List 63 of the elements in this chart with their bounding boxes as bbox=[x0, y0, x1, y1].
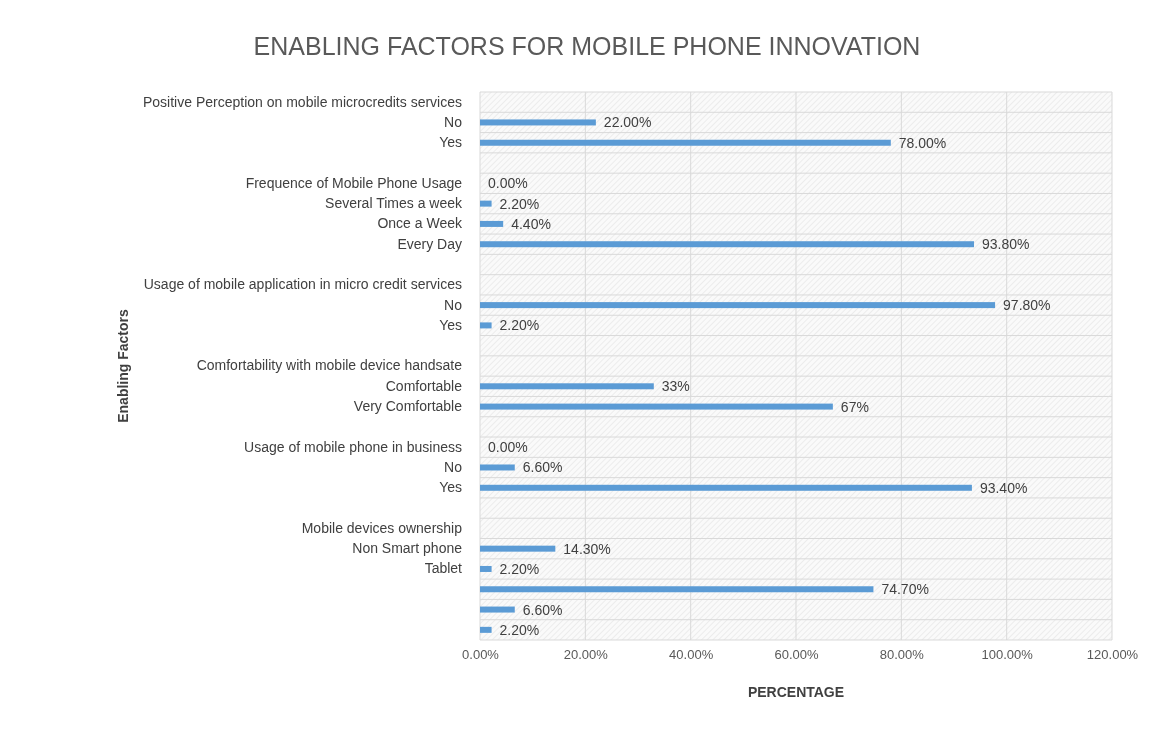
bar bbox=[480, 464, 515, 471]
bar bbox=[480, 606, 515, 613]
x-tick-label: 80.00% bbox=[879, 647, 925, 663]
y-tick-label: Usage of mobile phone in business bbox=[244, 438, 462, 455]
x-tick-label: 20.00% bbox=[563, 647, 609, 663]
bar bbox=[480, 545, 556, 552]
y-tick-label: No bbox=[444, 296, 463, 313]
y-tick-label: Once a Week bbox=[377, 215, 463, 232]
data-label: 2.20% bbox=[499, 560, 540, 577]
data-label: 6.60% bbox=[522, 459, 563, 476]
bar bbox=[480, 200, 492, 207]
bar bbox=[480, 484, 972, 491]
y-tick-label: Frequence of Mobile Phone Usage bbox=[245, 174, 463, 191]
y-tick-label: Tablet bbox=[424, 560, 463, 577]
data-label: 33% bbox=[661, 378, 690, 395]
data-label: 2.20% bbox=[499, 195, 540, 212]
bar bbox=[480, 322, 492, 329]
data-label: 22.00% bbox=[603, 114, 652, 131]
x-tick-label: 100.00% bbox=[981, 647, 1034, 663]
data-label: 67% bbox=[840, 398, 869, 415]
data-label: 0.00% bbox=[488, 439, 528, 456]
data-label: 2.20% bbox=[499, 317, 540, 334]
x-tick-label: 40.00% bbox=[669, 647, 714, 663]
bar bbox=[480, 626, 492, 633]
x-tick-label: 60.00% bbox=[774, 647, 819, 663]
data-label: 74.70% bbox=[881, 581, 929, 598]
bar bbox=[480, 586, 874, 593]
data-label: 78.00% bbox=[898, 134, 947, 151]
y-tick-label: Non Smart phone bbox=[352, 540, 463, 557]
data-label: 6.60% bbox=[522, 601, 563, 618]
data-label: 0.00% bbox=[488, 175, 528, 192]
y-tick-label: No bbox=[444, 458, 463, 475]
y-tick-label: Mobile devices ownership bbox=[301, 519, 463, 536]
x-tick-label: 120.00% bbox=[1086, 647, 1139, 663]
data-label: 93.80% bbox=[982, 236, 1030, 253]
y-tick-label: Comfortable bbox=[385, 377, 463, 394]
data-label: 93.40% bbox=[979, 479, 1028, 496]
y-tick-label: No bbox=[444, 113, 463, 130]
bar bbox=[480, 119, 596, 126]
bar bbox=[480, 565, 492, 572]
bar bbox=[480, 403, 833, 410]
data-label: 14.30% bbox=[563, 540, 611, 557]
y-axis-title: Enabling Factors bbox=[115, 309, 131, 423]
bar bbox=[480, 383, 654, 390]
x-axis-title: PERCENTAGE bbox=[747, 684, 845, 700]
chart-title: ENABLING FACTORS FOR MOBILE PHONE INNOVATION bbox=[253, 32, 921, 60]
data-label: 2.20% bbox=[499, 621, 540, 638]
y-tick-label: Yes bbox=[439, 316, 462, 333]
bar bbox=[480, 139, 891, 146]
data-label: 97.80% bbox=[1003, 297, 1051, 314]
y-tick-label: Very Comfortable bbox=[353, 398, 463, 415]
bar bbox=[480, 241, 975, 248]
y-tick-label: Every Day bbox=[397, 235, 462, 252]
y-tick-label: Usage of mobile application in micro credit services bbox=[143, 276, 462, 293]
bar bbox=[480, 302, 996, 309]
y-tick-label: Yes bbox=[439, 479, 462, 496]
y-tick-label: Comfortability with mobile device handsate bbox=[196, 357, 463, 374]
data-label: 4.40% bbox=[511, 215, 551, 232]
y-tick-label: Yes bbox=[439, 134, 462, 151]
bar bbox=[480, 220, 504, 227]
y-tick-label: Several Times a week bbox=[325, 195, 463, 212]
y-tick-label: Positive Perception on mobile microcredits services bbox=[142, 93, 462, 110]
x-tick-label: 0.00% bbox=[462, 647, 500, 663]
